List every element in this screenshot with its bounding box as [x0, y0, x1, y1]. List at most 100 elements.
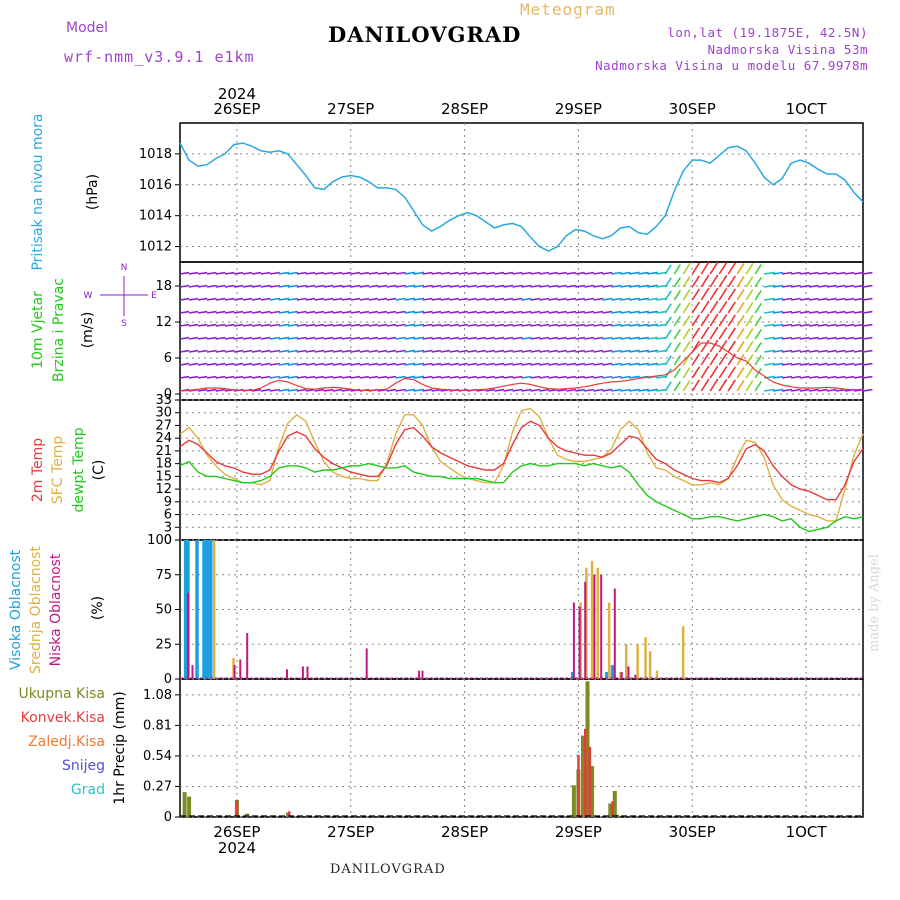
wind-barb [332, 323, 343, 327]
wind-barb [691, 366, 701, 379]
wind-barb [844, 310, 855, 314]
wind-barb [431, 362, 442, 366]
cloud-bar [306, 666, 309, 679]
wind-barb [179, 349, 190, 353]
wind-barb [215, 349, 226, 353]
wind-barb [494, 271, 505, 275]
wind-barb [727, 327, 736, 340]
wind-barb [422, 310, 433, 314]
wind-barb [727, 275, 736, 288]
wind-barb [188, 323, 199, 327]
wind-barb [224, 349, 235, 353]
wind-barb [629, 284, 640, 288]
y-tick-label-2: 24 [155, 431, 172, 446]
wind-barb [305, 375, 316, 379]
wind-barb [620, 310, 631, 314]
cloud-bar [579, 602, 582, 679]
wind-barb [808, 349, 819, 353]
wind-barb [206, 271, 217, 275]
wind-barb [691, 301, 701, 314]
precip-bar [235, 801, 239, 817]
wind-barb [359, 375, 370, 379]
wind-barb [548, 297, 559, 301]
wind-barb [260, 297, 271, 301]
wind-barb [332, 297, 343, 301]
wind-barb [368, 271, 379, 275]
cloud-bar [286, 669, 288, 679]
wind-barb [781, 375, 793, 379]
y-tick-label-0: 1012 [139, 240, 172, 255]
wind-barb [449, 375, 460, 379]
wind-barb [323, 349, 334, 353]
wind-barb [664, 329, 672, 340]
wind-barb [224, 310, 235, 314]
wind-barb [476, 362, 487, 366]
wind-barb [440, 375, 451, 379]
wind-barb [386, 284, 397, 288]
wind-barb [386, 362, 397, 366]
y-tick-label-1: 0 [164, 387, 172, 402]
wind-barb [764, 349, 775, 353]
wind-barb [530, 388, 541, 392]
wind-barb [395, 336, 406, 340]
wind-barb [503, 375, 514, 379]
wind-barb [188, 362, 199, 366]
cloud-bar [233, 665, 236, 679]
wind-barb [332, 310, 343, 314]
wind-barb [530, 336, 541, 340]
wind-barb [494, 323, 505, 327]
panel-frame-4 [179, 678, 864, 818]
dewpoint-line [179, 460, 864, 533]
wind-barb [458, 310, 468, 314]
wind-barb [817, 375, 828, 379]
wind-barb [620, 362, 631, 366]
wind-barb [323, 310, 334, 314]
wind-barb [197, 375, 208, 379]
wind-barb [206, 362, 217, 366]
wind-barb [179, 297, 190, 301]
wind-barb [638, 388, 649, 392]
wind-barb [602, 362, 613, 366]
wind-barb [440, 362, 451, 366]
wind-barb [404, 388, 416, 392]
wind-barb [422, 336, 433, 340]
wind-barb [682, 380, 691, 392]
wind-barb [512, 297, 523, 301]
wind-barb [602, 271, 613, 275]
wind-barb [521, 362, 532, 366]
y-tick-label-2: 18 [155, 457, 172, 472]
precip-bar [577, 754, 580, 817]
wind-barb [602, 284, 613, 288]
wind-barb [638, 323, 649, 327]
wind-barb [584, 323, 595, 327]
wind-barb [691, 262, 701, 275]
x-day-label-top: 26SEP [213, 100, 260, 118]
wind-barb [287, 362, 299, 366]
wind-barb [413, 349, 425, 353]
wind-barb [494, 336, 505, 340]
wind-barb [395, 284, 406, 288]
wind-barb [593, 271, 604, 275]
wind-barb [386, 336, 397, 340]
wind-barb [431, 310, 442, 314]
wind-barb [700, 261, 710, 275]
wind-barb [754, 328, 762, 340]
precip-bar [288, 811, 291, 817]
wind-barb [467, 323, 477, 327]
wind-barb [647, 336, 659, 340]
wind-barb [476, 310, 487, 314]
wind-barb [548, 271, 559, 275]
wind-barb [521, 336, 532, 340]
wind-barb [260, 323, 271, 327]
precip-bar [584, 728, 587, 817]
compass-w: W [84, 291, 93, 301]
model-label: Model [66, 20, 109, 36]
wind-barb [494, 375, 505, 379]
wind-barb [368, 336, 379, 340]
wind-barb [458, 375, 468, 379]
wind-barb [764, 336, 775, 340]
wind-barb [566, 310, 577, 314]
wind-barb [386, 349, 397, 353]
wind-barb [853, 297, 864, 301]
wind-barb [575, 375, 586, 379]
